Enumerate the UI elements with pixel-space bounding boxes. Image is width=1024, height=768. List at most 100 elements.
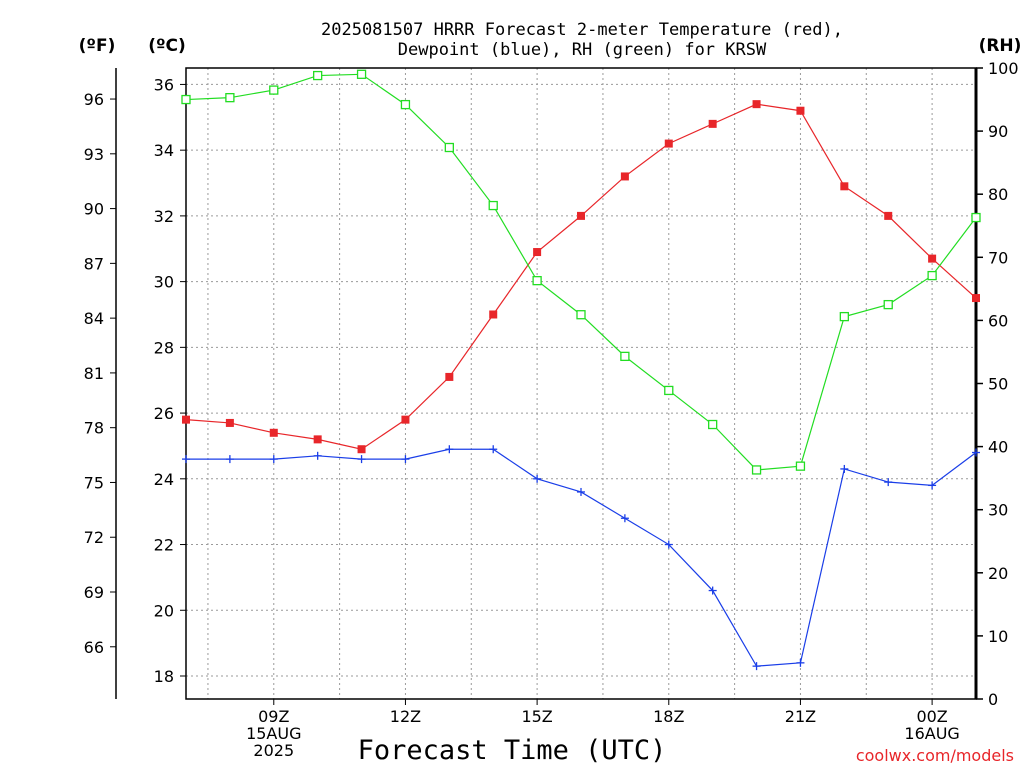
- temperature-point: [577, 211, 585, 220]
- rh-tick-label: 40: [988, 438, 1008, 457]
- x-tick-label: 09Z: [258, 707, 289, 726]
- fahrenheit-tick-label: 75: [84, 473, 104, 492]
- series-dewpoint: [182, 445, 980, 671]
- rh-tick-label: 100: [988, 59, 1019, 78]
- fahrenheit-tick-label: 96: [84, 90, 104, 109]
- celsius-tick-label: 20: [154, 601, 174, 620]
- rh-point: [313, 70, 323, 81]
- temperature-point: [796, 106, 805, 115]
- rh-point: [751, 465, 762, 475]
- rh-point: [444, 142, 454, 153]
- rh-line: [185, 73, 977, 471]
- rh-point: [181, 94, 191, 105]
- data-series: [181, 69, 981, 671]
- fahrenheit-tick-label: 69: [84, 583, 104, 602]
- rh-tick-label: 80: [988, 185, 1008, 204]
- celsius-tick-label: 24: [154, 470, 174, 489]
- dewpoint-point: [752, 662, 761, 671]
- celsius-tick-label: 28: [154, 338, 174, 357]
- dewpoint-point: [225, 455, 234, 464]
- rh-tick-label: 60: [988, 311, 1008, 330]
- temperature-point: [269, 428, 278, 437]
- x-tick-label: 00Z: [916, 707, 947, 726]
- dewpoint-point: [445, 445, 454, 454]
- dewpoint-point: [357, 455, 366, 464]
- dewpoint-point: [796, 658, 805, 667]
- dewpoint-point: [182, 455, 190, 464]
- temperature-point: [225, 418, 234, 427]
- dewpoint-point: [313, 451, 322, 460]
- temperature-point: [840, 182, 849, 191]
- credit-label: coolwx.com/models: [856, 746, 1014, 765]
- rh-point: [795, 461, 806, 471]
- celsius-tick-label: 26: [154, 404, 174, 423]
- dewpoint-point: [489, 445, 498, 454]
- rh-point: [664, 385, 674, 396]
- chart-title-line2: Dewpoint (blue), RH (green) for KRSW: [398, 40, 767, 60]
- rh-tick-label: 90: [988, 122, 1008, 141]
- temperature-point: [445, 372, 454, 381]
- fahrenheit-unit-label: (ºF): [79, 36, 116, 56]
- x-tick-label: 16AUG: [904, 724, 959, 743]
- fahrenheit-tick-label: 84: [84, 309, 104, 328]
- celsius-tick-label: 22: [154, 536, 174, 555]
- rh-point: [400, 99, 411, 110]
- grid-lines: [186, 68, 976, 699]
- rh-point: [708, 419, 718, 430]
- rh-tick-label: 0: [988, 690, 998, 709]
- series-rh: [181, 69, 981, 475]
- chart-title-line1: 2025081507 HRRR Forecast 2-meter Tempera…: [321, 20, 843, 40]
- celsius-tick-label: 32: [154, 207, 174, 226]
- dewpoint-point: [577, 487, 585, 496]
- rh-tick-label: 10: [988, 627, 1008, 646]
- temperature-point: [357, 445, 366, 454]
- plot-frame: [185, 67, 977, 700]
- fahrenheit-tick-label: 87: [84, 254, 104, 273]
- rh-point: [269, 85, 279, 95]
- fahrenheit-tick-label: 72: [84, 528, 104, 547]
- dewpoint-point: [664, 540, 673, 549]
- fahrenheit-tick-label: 78: [84, 419, 104, 438]
- x-tick-label: 12Z: [390, 707, 421, 726]
- temperature-point: [708, 119, 717, 128]
- dewpoint-point: [928, 481, 937, 490]
- temperature-point: [489, 310, 498, 319]
- temperature-point: [884, 211, 893, 220]
- temperature-point: [928, 254, 937, 263]
- temperature-point: [533, 248, 542, 257]
- temperature-point: [620, 172, 629, 181]
- dewpoint-point: [401, 455, 410, 464]
- dewpoint-point: [840, 464, 849, 473]
- fahrenheit-tick-label: 90: [84, 200, 104, 219]
- rh-point: [576, 310, 586, 320]
- x-tick-label: 15Z: [521, 707, 552, 726]
- rh-point: [927, 270, 937, 281]
- rh-point: [356, 69, 367, 79]
- x-tick-label: 2025: [253, 741, 294, 760]
- axes-ticks: 18 20 22 24 26 28 30 32 34 36 66 69 72 75 78 81 84 87 90 93…: [84, 59, 1019, 760]
- series-temperature: [182, 100, 980, 454]
- celsius-tick-label: 34: [154, 141, 174, 160]
- dewpoint-point: [972, 448, 980, 457]
- rh-tick-label: 50: [988, 375, 1008, 394]
- fahrenheit-tick-label: 93: [84, 145, 104, 164]
- celsius-tick-label: 30: [154, 273, 174, 292]
- rh-point: [883, 299, 893, 310]
- dewpoint-point: [884, 478, 893, 487]
- x-tick-label: 18Z: [653, 707, 684, 726]
- rh-tick-label: 70: [988, 248, 1008, 267]
- dewpoint-point: [533, 474, 542, 483]
- celsius-unit-label: (ºC): [148, 36, 186, 56]
- celsius-tick-label: 18: [154, 667, 174, 686]
- rh-point: [839, 311, 849, 322]
- temperature-point: [182, 415, 190, 424]
- temperature-line: [185, 103, 977, 450]
- dewpoint-point: [708, 586, 717, 595]
- temperature-point: [313, 435, 322, 444]
- x-tick-label: 15AUG: [246, 724, 301, 743]
- temperature-point: [972, 294, 980, 303]
- dewpoint-line: [186, 448, 977, 667]
- temperature-point: [752, 100, 761, 109]
- temperature-point: [401, 415, 410, 424]
- x-tick-label: 21Z: [785, 707, 816, 726]
